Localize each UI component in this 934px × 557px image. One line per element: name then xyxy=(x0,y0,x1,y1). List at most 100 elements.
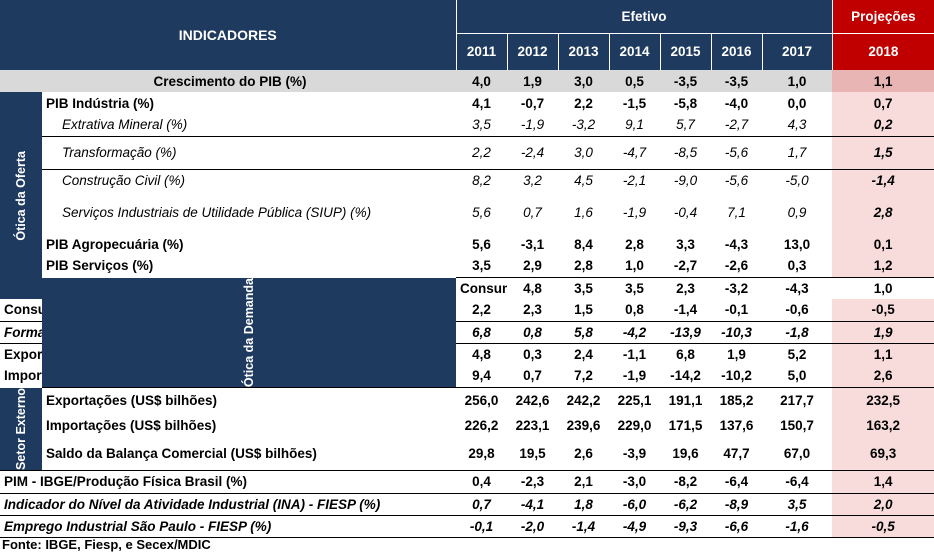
value-cell: 3,0 xyxy=(558,70,610,92)
table-row: Emprego Industrial São Paulo - FIESP (%)… xyxy=(0,514,934,538)
row-label: PIB Indústria (%) xyxy=(46,95,155,111)
value-cell: 3,5 xyxy=(472,117,491,133)
value-cell: -2,0 xyxy=(507,514,559,538)
table-row: Exportações de Bens e Serviços (%) 4,80,3… xyxy=(0,342,934,366)
value-cell: -2,6 xyxy=(724,258,749,274)
value-cell: -2,7 xyxy=(724,117,749,133)
projection-cell: 163,2 xyxy=(832,414,934,437)
row-label: Transformação (%) xyxy=(42,135,457,169)
table-row: Ótica da Demanda Consumo das Famílias (%… xyxy=(0,276,934,388)
year-header: 2014 xyxy=(608,32,661,70)
value-cell: -4,7 xyxy=(609,135,661,169)
value-cell: 5,6 xyxy=(472,204,491,220)
value-cell: 2,9 xyxy=(523,258,542,274)
projection-cell: 0,1 xyxy=(832,233,934,255)
value-cell: -1,4 xyxy=(558,514,610,538)
value-cell: 0,9 xyxy=(787,204,807,220)
value-cell: 3,5 xyxy=(762,492,833,516)
row-label: Crescimento do PIB (%) xyxy=(0,70,457,92)
projection-cell: -0,5 xyxy=(832,299,934,322)
projection-cell: 2,8 xyxy=(832,191,934,233)
value-cell: 150,7 xyxy=(780,417,814,433)
value-cell: 13,0 xyxy=(783,236,811,252)
projection-cell: 0,7 xyxy=(832,92,934,114)
value-cell: 2,3 xyxy=(523,302,542,318)
value-cell: 242,6 xyxy=(507,386,559,415)
table-row: Construção Civil (%) 8,2 3,2 4,5 -2,1 -9,0 -5,… xyxy=(0,168,934,191)
value-cell: 9,4 xyxy=(472,368,491,384)
table-row: Setor Externo Exportações (US$ bilhões) … xyxy=(0,386,934,471)
group-label-setor-externo: Setor Externo xyxy=(0,386,42,471)
table-row: Importações (US$ bilhões) 226,2 223,1 239,6… xyxy=(0,414,934,437)
value-cell: 1,0 xyxy=(832,276,934,300)
value-cell: 0,5 xyxy=(609,70,661,92)
value-cell: 29,8 xyxy=(468,445,495,461)
value-cell: 2,2 xyxy=(472,302,491,318)
value-cell: 137,6 xyxy=(719,417,754,433)
value-cell: 239,6 xyxy=(566,417,601,433)
value-cell: -1,6 xyxy=(762,514,833,538)
table-row: Saldo da Balança Comercial (US$ bilhões)… xyxy=(0,436,934,471)
value-cell: -3,2 xyxy=(711,276,763,300)
value-cell: -2,1 xyxy=(609,168,661,191)
value-cell: -6,2 xyxy=(660,492,712,516)
value-cell: -4,3 xyxy=(724,236,749,252)
row-label: PIB Agropecuária (%) xyxy=(46,236,184,252)
row-label: Indicador do Nível da Atividade Industri… xyxy=(0,492,457,516)
table-row: Ótica da Oferta PIB Indústria (%) 4,1 -0,… xyxy=(0,92,934,300)
indicators-header: INDICADORES xyxy=(0,0,457,70)
value-cell: 3,3 xyxy=(676,236,695,252)
value-cell: -0,7 xyxy=(520,95,545,111)
value-cell: 1,9 xyxy=(507,70,559,92)
value-cell: 1,6 xyxy=(574,204,593,220)
table-row: Serviços Industriais de Utilidade Públic… xyxy=(0,191,934,233)
value-cell: 4,1 xyxy=(472,95,491,111)
value-cell: 1,8 xyxy=(558,492,610,516)
table-row: Indicador do Nível da Atividade Industri… xyxy=(0,492,934,516)
value-cell: -8,9 xyxy=(711,492,763,516)
value-cell: -2,3 xyxy=(507,469,559,494)
value-cell: -5,6 xyxy=(711,168,763,191)
row-label: Consumo das Famílias (%) xyxy=(456,276,508,300)
value-cell: -14,2 xyxy=(670,368,701,384)
indicators-table: INDICADORES Efetivo Projeções 2011 2012 … xyxy=(0,0,934,538)
value-cell: -5,8 xyxy=(673,95,698,111)
row-label: Serviços Industriais de Utilidade Públic… xyxy=(62,204,372,220)
value-cell: 0,7 xyxy=(523,368,542,384)
efetivo-header: Efetivo xyxy=(455,0,833,33)
value-cell: -1,9 xyxy=(622,204,647,220)
value-cell: 67,0 xyxy=(783,445,811,461)
value-cell: -3,2 xyxy=(571,117,596,133)
table-row: Formação Bruta de Capital Fixo (%) 6,80,8… xyxy=(0,320,934,344)
value-cell: 3,5 xyxy=(558,276,610,300)
value-cell: -3,5 xyxy=(660,70,712,92)
value-cell: 0,8 xyxy=(625,302,644,318)
row-label: PIM - IBGE/Produção Física Brasil (%) xyxy=(0,469,457,494)
table-row: PIB Serviços (%) 3,5 2,9 2,8 1,0 -2,7 -2,6 0,3 1… xyxy=(0,255,934,277)
row-label: Emprego Industrial São Paulo - FIESP (%) xyxy=(0,514,457,538)
value-cell: -1,9 xyxy=(622,368,647,384)
value-cell: 3,5 xyxy=(472,258,491,274)
value-cell: 4,5 xyxy=(558,168,610,191)
value-cell: 2,6 xyxy=(574,445,593,461)
year-header: 2013 xyxy=(557,32,610,70)
value-cell: -9,3 xyxy=(660,514,712,538)
table-row: Crescimento do PIB (%) 4,0 1,9 3,0 0,5 -3,5 -3… xyxy=(0,70,934,92)
value-cell: 3,0 xyxy=(558,135,610,169)
value-cell: -0,4 xyxy=(673,204,698,220)
value-cell: -8,2 xyxy=(660,469,712,494)
value-cell: -1,8 xyxy=(762,320,833,344)
value-cell: -1,9 xyxy=(520,117,545,133)
value-cell: 225,1 xyxy=(609,386,661,415)
table-row: Consumo do Governo (%) 2,2 2,3 1,5 0,8 -1,4 -0… xyxy=(0,299,934,322)
projection-cell: 1,1 xyxy=(832,70,934,92)
year-header: 2012 xyxy=(506,32,559,70)
value-cell: -3,0 xyxy=(609,469,661,494)
value-cell: 171,5 xyxy=(668,417,703,433)
value-cell: -3,5 xyxy=(711,70,763,92)
projection-cell: 1,1 xyxy=(832,342,934,366)
table-row: Transformação (%) 2,2 -2,4 3,0 -4,7 -8,5 -5,6 1… xyxy=(0,135,934,169)
value-cell: 2,2 xyxy=(574,95,593,111)
value-cell: 6,8 xyxy=(456,320,508,344)
projection-cell: 1,2 xyxy=(832,255,934,277)
